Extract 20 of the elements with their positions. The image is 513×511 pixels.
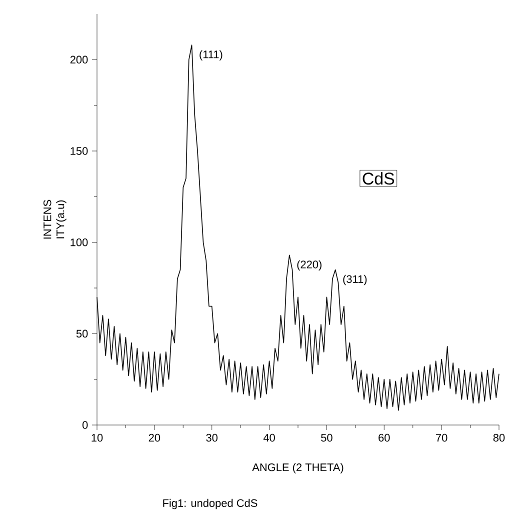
x-tick-label: 70 bbox=[436, 434, 448, 442]
x-tick-label: 60 bbox=[378, 434, 390, 442]
y-tick-label: 200 bbox=[70, 56, 88, 64]
annotation: (220) bbox=[297, 260, 322, 271]
x-tick-label: 30 bbox=[206, 434, 218, 442]
annotation: (111) bbox=[200, 50, 222, 60]
y-tick-label: 150 bbox=[70, 147, 88, 155]
annotation: CdS bbox=[362, 172, 394, 185]
x-tick-label: 50 bbox=[321, 434, 332, 442]
x-tick-label: 20 bbox=[148, 434, 160, 442]
y-tick-label: 0 bbox=[82, 421, 88, 429]
annotation: (311) bbox=[343, 274, 367, 286]
caption: Fig1: undoped CdS bbox=[163, 498, 258, 510]
y-tick-label: 50 bbox=[76, 330, 88, 338]
x-tick-label: 40 bbox=[263, 434, 275, 442]
x-tick-label: 80 bbox=[493, 434, 505, 442]
x-tick-label: 10 bbox=[92, 434, 103, 442]
y-axis-title: INTENS ITY(a.u) bbox=[44, 200, 66, 239]
x-axis-title: ANGLE (2 THETA) bbox=[252, 463, 344, 474]
y-tick-label: 100 bbox=[70, 238, 88, 246]
